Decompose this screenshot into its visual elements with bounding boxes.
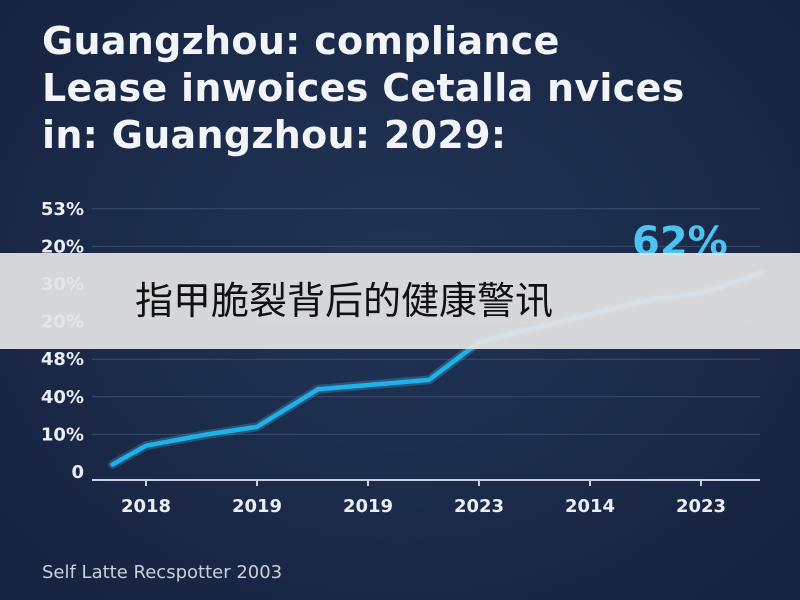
y-tick-label: 10% [41, 424, 84, 445]
x-tick-label: 2019 [343, 496, 393, 517]
x-tick-label: 2018 [121, 496, 171, 517]
x-tick-label: 2014 [565, 496, 615, 517]
x-axis: 2018 2019 2019 2023 2014 2023 [92, 479, 760, 517]
x-tick-label: 2023 [676, 496, 726, 517]
y-tick-label: 53% [41, 199, 84, 220]
y-tick-label: 0 [71, 462, 84, 483]
source-note: Self Latte Recspotter 2003 [42, 562, 283, 583]
overlay-banner-text: 指甲脆裂背后的健康警讯 [135, 279, 554, 323]
overlay-banner: 指甲脆裂背后的健康警讯 [0, 253, 800, 349]
chart-title-line-3: in: Guangzhou: 2029: [42, 113, 507, 157]
y-tick-label: 20% [41, 236, 84, 257]
chart-title-line-1: Guangzhou: compliance [42, 19, 560, 63]
chart-title-line-2: Lease inwoices Cetalla nvices [42, 66, 685, 110]
chart-title: Guangzhou: compliance Lease inwoices Cet… [42, 18, 782, 159]
x-tick-label: 2019 [232, 496, 282, 517]
x-tick-label: 2023 [454, 496, 504, 517]
y-tick-label: 40% [41, 387, 84, 408]
y-tick-label: 48% [41, 349, 84, 370]
